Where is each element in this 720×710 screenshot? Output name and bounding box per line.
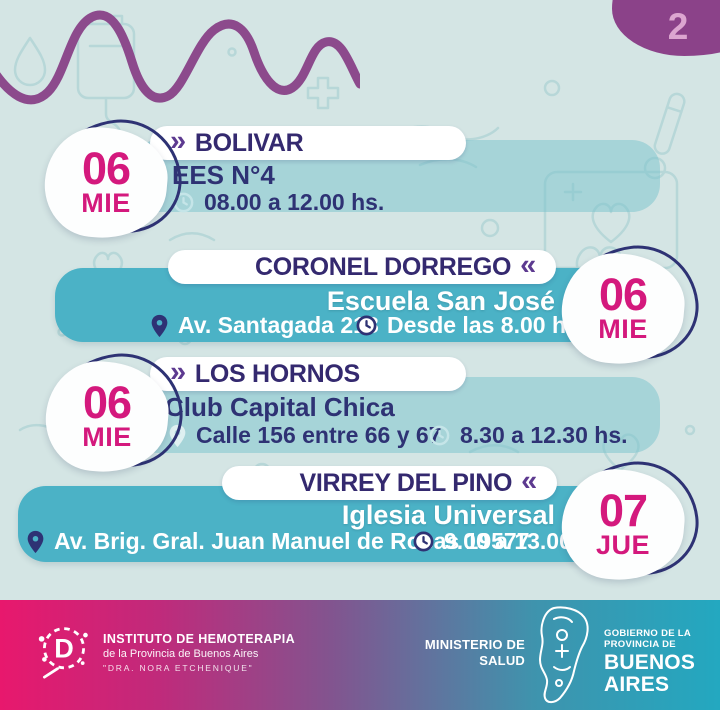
city-name: BOLIVAR xyxy=(194,128,304,157)
chevron-right-icon: » xyxy=(170,355,186,388)
date-weekday: MIE xyxy=(82,421,132,452)
purple-squiggle-decoration xyxy=(0,10,360,105)
date-day: 06 xyxy=(598,268,648,320)
time-text: 08.00 a 12.00 hs. xyxy=(204,189,385,215)
svg-text:D: D xyxy=(54,634,74,664)
location-pin-icon xyxy=(169,424,186,447)
city-pill: CORONEL DORREGO « xyxy=(168,250,556,284)
date-blob: 06 MIE xyxy=(40,112,188,244)
institute-name: INSTITUTO DE HEMOTERAPIA xyxy=(103,632,296,646)
city-pill: VIRREY DEL PINO « xyxy=(222,466,557,500)
date-day: 06 xyxy=(82,376,132,428)
buenos-aires-map-icon xyxy=(539,606,589,704)
city-name: VIRREY DEL PINO xyxy=(299,468,513,497)
ministry-label: MINISTERIO DE SALUD xyxy=(424,637,525,669)
city-name: CORONEL DORREGO xyxy=(254,252,512,281)
address-row: Calle 156 entre 66 y 67 xyxy=(168,422,442,449)
government-label: GOBIERNO DE LA PROVINCIA DE BUENOS AIRES xyxy=(604,628,696,696)
chevron-left-icon: « xyxy=(521,464,537,497)
location-pin-icon xyxy=(27,530,44,553)
venue-name: Escuela San José xyxy=(326,286,555,316)
footer-bar: D INSTITUTO DE HEMOTERAPIA de la Provinc… xyxy=(0,600,720,710)
time-text: 8.30 a 12.30 hs. xyxy=(460,422,628,448)
clock-icon xyxy=(413,531,434,552)
page-number: 2 xyxy=(667,6,689,47)
venue-name: Iglesia Universal xyxy=(341,500,555,530)
date-day: 07 xyxy=(598,484,648,536)
date-blob: 06 MIE xyxy=(41,346,189,478)
chevron-left-icon: « xyxy=(520,248,536,281)
city-pill: » LOS HORNOS xyxy=(150,357,466,391)
chevron-right-icon: » xyxy=(170,124,186,157)
city-name: LOS HORNOS xyxy=(194,359,360,388)
address-text: Calle 156 entre 66 y 67 xyxy=(196,422,442,448)
date-weekday: JUE xyxy=(595,529,651,560)
clock-icon xyxy=(356,315,377,336)
institute-logo-icon: D xyxy=(38,627,88,679)
city-pill: » BOLIVAR xyxy=(150,126,466,160)
clock-icon xyxy=(429,425,450,446)
date-weekday: MIE xyxy=(598,313,648,344)
date-day: 06 xyxy=(81,142,131,194)
time-row: 08.00 a 12.00 hs. xyxy=(172,189,384,216)
date-blob: 06 MIE xyxy=(557,238,705,370)
time-text: Desde las 8.00 hs. xyxy=(387,312,586,338)
institute-quote: "DRA. NORA ETCHENIQUE" xyxy=(103,663,254,674)
location-pin-icon xyxy=(151,314,168,337)
date-blob: 07 JUE xyxy=(557,454,705,586)
address-row: Av. Brig. Gral. Juan Manuel de Rosas 195… xyxy=(26,528,530,555)
institute-logo-block: D INSTITUTO DE HEMOTERAPIA de la Provinc… xyxy=(36,620,295,682)
venue-name: EES N°4 xyxy=(172,160,275,190)
clock-icon xyxy=(173,192,194,213)
address-row: Av. Santagada 218 xyxy=(150,312,379,339)
address-text: Av. Brig. Gral. Juan Manuel de Rosas 195… xyxy=(54,528,530,554)
address-text: Av. Santagada 218 xyxy=(178,312,379,338)
date-weekday: MIE xyxy=(81,187,131,218)
venue-name: Club Capital Chica xyxy=(165,392,395,422)
time-row: 8.30 a 12.30 hs. xyxy=(428,422,628,449)
time-row: Desde las 8.00 hs. xyxy=(355,312,585,339)
institute-subtitle: de la Provincia de Buenos Aires xyxy=(103,647,259,660)
